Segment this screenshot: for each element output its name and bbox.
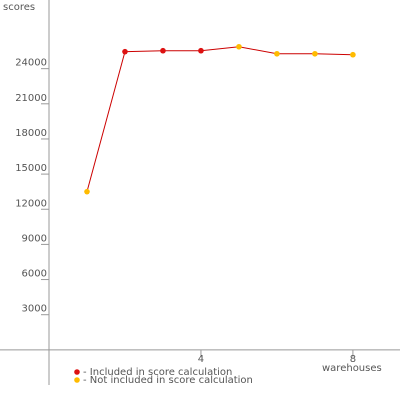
data-point bbox=[236, 43, 242, 50]
y-tick-label: 21000 bbox=[15, 93, 47, 104]
data-line bbox=[86, 46, 353, 192]
y-axis-label: scores bbox=[3, 2, 35, 13]
data-point bbox=[274, 50, 280, 57]
legend-label: - Not included in score calculation bbox=[83, 375, 253, 386]
data-point bbox=[84, 188, 90, 195]
data-point bbox=[160, 47, 166, 54]
legend-marker bbox=[74, 369, 80, 375]
y-tick-label: 9000 bbox=[22, 233, 47, 244]
x-tick-label: 8 bbox=[350, 354, 356, 365]
y-tick-label: 18000 bbox=[15, 128, 47, 139]
y-tick-label: 12000 bbox=[15, 198, 47, 209]
y-tick-label: 24000 bbox=[15, 58, 47, 69]
y-tick-label: 6000 bbox=[22, 269, 47, 280]
legend-marker bbox=[74, 377, 80, 383]
data-point bbox=[198, 47, 204, 54]
data-point bbox=[350, 51, 356, 58]
y-tick-label: 3000 bbox=[22, 304, 47, 315]
legend-label: - Included in score calculation bbox=[83, 367, 232, 378]
data-point bbox=[122, 48, 128, 55]
x-axis-label: warehouses bbox=[322, 363, 382, 374]
y-tick-label: 15000 bbox=[15, 163, 47, 174]
data-point bbox=[312, 50, 318, 57]
x-tick-label: 4 bbox=[198, 354, 204, 365]
